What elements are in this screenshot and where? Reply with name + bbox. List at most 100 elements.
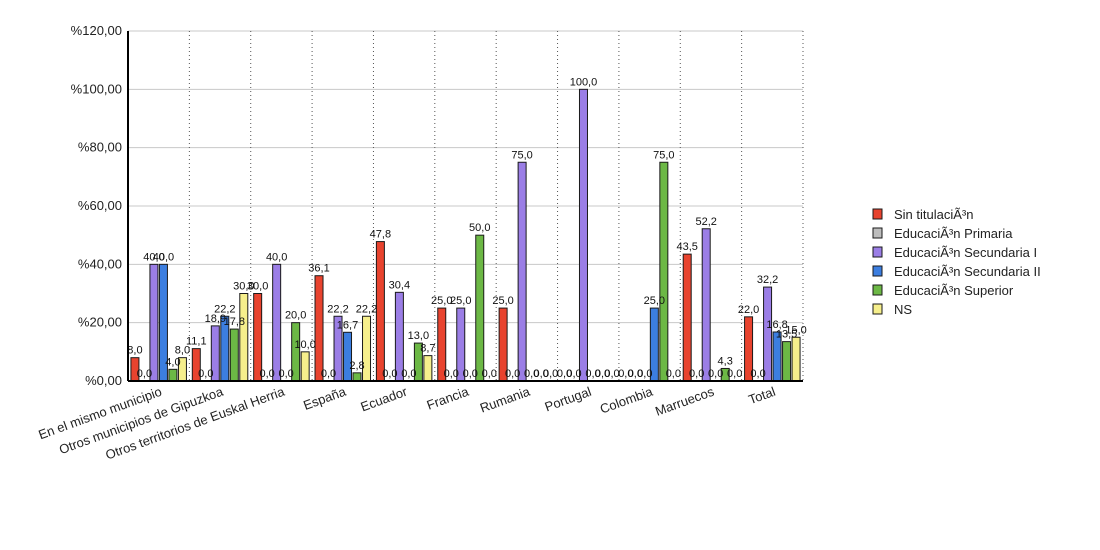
data-label: 0,0 xyxy=(198,368,213,380)
data-label: 0,0 xyxy=(585,368,600,380)
bar xyxy=(682,253,692,382)
y-tick-label: %80,00 xyxy=(78,140,122,155)
data-label: 0,0 xyxy=(533,368,548,380)
data-label: 16,7 xyxy=(337,319,358,331)
y-tick-label: %60,00 xyxy=(78,198,122,213)
data-label: 0,0 xyxy=(524,368,539,380)
x-category-label: Rumania xyxy=(478,383,533,415)
data-label: 0,0 xyxy=(689,368,704,380)
bar xyxy=(343,331,353,382)
data-label: 0,0 xyxy=(566,368,581,380)
data-label: 30,4 xyxy=(389,279,410,291)
legend-label: Sin titulaciÃ³n xyxy=(894,207,973,222)
x-category-label: Francia xyxy=(425,383,472,412)
data-label: 18,9 xyxy=(205,313,226,325)
bar xyxy=(763,286,773,382)
data-label: 0,0 xyxy=(618,368,633,380)
data-label: 75,0 xyxy=(511,149,532,161)
data-label: 0,0 xyxy=(137,368,152,380)
x-category-label: Marruecos xyxy=(653,384,716,419)
bar xyxy=(149,263,159,382)
x-category-label: Colombia xyxy=(598,383,655,416)
data-label: 0,0 xyxy=(708,368,723,380)
data-label: 0,0 xyxy=(463,368,478,380)
legend: Sin titulaciÃ³n EducaciÃ³n Primaria Educac… xyxy=(872,207,1041,317)
data-label: 0,0 xyxy=(505,368,520,380)
data-label: 0,0 xyxy=(482,368,497,380)
y-tick-label: %0,00 xyxy=(85,373,122,388)
legend-swatch xyxy=(872,303,883,315)
data-label: 0,0 xyxy=(557,368,572,380)
bars xyxy=(130,88,801,382)
y-tick-label: %40,00 xyxy=(78,256,122,271)
y-tick-label: %100,00 xyxy=(71,81,122,96)
data-label: 22,2 xyxy=(214,303,235,315)
legend-label: EducaciÃ³n Superior xyxy=(894,283,1014,298)
bar xyxy=(239,293,249,382)
bar xyxy=(701,228,711,382)
data-label: 75,0 xyxy=(653,149,674,161)
data-label: 0,0 xyxy=(666,368,681,380)
bar xyxy=(423,355,433,382)
data-label: 25,0 xyxy=(492,295,513,307)
bar xyxy=(517,161,527,382)
data-label: 40,0 xyxy=(143,251,164,263)
bar xyxy=(659,161,669,382)
data-label: 0,0 xyxy=(595,368,610,380)
data-label: 36,1 xyxy=(308,263,329,275)
data-label: 0,0 xyxy=(382,368,397,380)
bar xyxy=(782,341,792,382)
legend-label: NS xyxy=(894,302,912,317)
data-labels: 8,00,040,040,04,08,011,10,018,922,217,83… xyxy=(127,76,806,380)
data-label: 10,0 xyxy=(294,339,315,351)
data-label: 25,0 xyxy=(644,295,665,307)
data-label: 30,0 xyxy=(247,281,268,293)
bar xyxy=(375,241,385,382)
data-label: 0,0 xyxy=(727,368,742,380)
data-label: 0,0 xyxy=(637,368,652,380)
bar xyxy=(272,263,282,382)
data-label: 0,0 xyxy=(321,368,336,380)
bar xyxy=(229,328,239,382)
x-category-label: Portugal xyxy=(543,384,594,415)
legend-label: EducaciÃ³n Secundaria I xyxy=(894,245,1037,260)
data-label: 52,2 xyxy=(695,216,716,228)
legend-swatch xyxy=(872,227,883,239)
y-tick-label: %20,00 xyxy=(78,315,122,330)
data-label: 25,0 xyxy=(450,295,471,307)
bar xyxy=(300,351,310,382)
data-label: 15,0 xyxy=(785,324,806,336)
y-tick-label: %120,00 xyxy=(71,23,122,38)
data-label: 22,0 xyxy=(738,304,759,316)
x-category-label: España xyxy=(301,383,348,412)
axes xyxy=(127,31,803,382)
data-label: 50,0 xyxy=(469,222,490,234)
data-label: 13,5 xyxy=(776,329,797,341)
data-label: 40,0 xyxy=(153,251,174,263)
y-axis-tick-labels: %0,00 %20,00 %40,00 %60,00 %80,00 %100,00 %120… xyxy=(71,23,122,388)
data-label: 0,0 xyxy=(260,368,275,380)
x-category-label: Ecuador xyxy=(359,383,410,414)
data-label: 8,0 xyxy=(175,345,190,357)
data-label: 100,0 xyxy=(570,76,598,88)
data-label: 8,0 xyxy=(127,345,142,357)
data-label: 43,5 xyxy=(676,241,697,253)
legend-swatch xyxy=(872,265,883,277)
data-label: 0,0 xyxy=(279,368,294,380)
x-category-label: Total xyxy=(746,384,777,408)
data-label: 0,0 xyxy=(401,368,416,380)
bar xyxy=(352,372,362,382)
data-label: 0,0 xyxy=(604,368,619,380)
bar xyxy=(791,336,801,382)
legend-label: EducaciÃ³n Secundaria II xyxy=(894,264,1041,279)
bar xyxy=(578,88,588,382)
data-label: 30,0 xyxy=(233,281,254,293)
data-label: 8,7 xyxy=(420,343,435,355)
legend-swatch xyxy=(872,284,883,296)
bar xyxy=(475,234,485,382)
data-label: 22,2 xyxy=(327,303,348,315)
legend-swatch xyxy=(872,208,883,220)
data-label: 11,1 xyxy=(186,336,207,348)
